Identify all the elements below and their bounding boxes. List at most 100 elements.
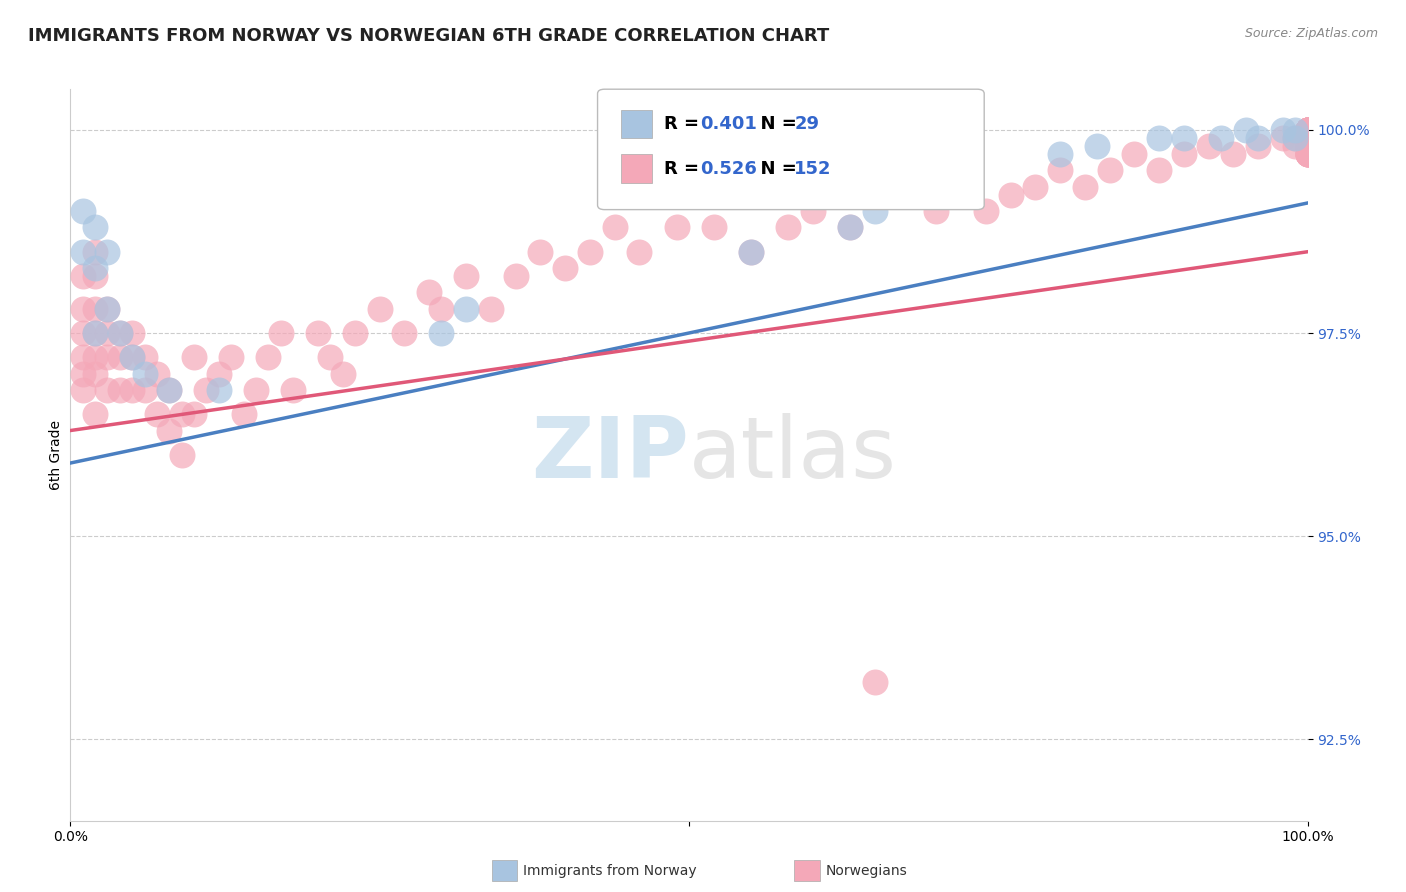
Point [1284,131,1306,145]
Point [1296,139,1319,153]
Point [1296,123,1319,137]
Text: N =: N = [748,160,803,178]
Point [307,326,329,340]
Point [603,220,626,235]
Point [1296,131,1319,145]
Point [1296,131,1319,145]
Point [72,301,94,316]
Point [838,220,860,235]
Point [579,244,602,259]
Point [245,383,267,397]
Point [1296,123,1319,137]
Point [1296,131,1319,145]
Point [96,383,118,397]
Point [529,244,551,259]
Point [1296,139,1319,153]
Point [430,301,453,316]
Point [740,244,762,259]
Point [1296,147,1319,161]
Point [1296,123,1319,137]
Point [1074,179,1097,194]
Point [1296,131,1319,145]
Point [84,269,107,284]
Text: atlas: atlas [689,413,897,497]
Point [1296,123,1319,137]
Point [1247,131,1270,145]
Point [332,367,354,381]
Point [121,351,143,365]
Point [183,351,205,365]
Point [418,285,440,300]
Point [1000,187,1022,202]
Point [1296,139,1319,153]
Point [628,244,651,259]
Point [1296,131,1319,145]
Point [84,244,107,259]
Point [1296,131,1319,145]
Point [134,367,156,381]
Point [72,351,94,365]
Text: 152: 152 [794,160,832,178]
Point [1147,163,1170,178]
Point [1296,123,1319,137]
Point [1296,131,1319,145]
Point [974,204,997,219]
Point [1296,131,1319,145]
Point [1296,131,1319,145]
Y-axis label: 6th Grade: 6th Grade [49,420,63,490]
Point [1296,139,1319,153]
Point [157,424,180,438]
Text: 0.526: 0.526 [700,160,756,178]
Point [319,351,342,365]
Point [1296,131,1319,145]
Point [1296,123,1319,137]
Point [1296,123,1319,137]
Point [1296,139,1319,153]
Point [776,220,799,235]
Point [96,351,118,365]
Point [1049,163,1071,178]
Point [1296,123,1319,137]
Point [1296,131,1319,145]
Point [863,204,886,219]
Point [1296,139,1319,153]
Point [1296,131,1319,145]
Point [1234,123,1257,137]
Point [170,407,193,421]
Text: N =: N = [748,115,803,133]
Point [1296,131,1319,145]
Point [1296,131,1319,145]
Text: R =: R = [664,115,704,133]
Point [1296,131,1319,145]
Point [157,383,180,397]
Point [1296,123,1319,137]
Point [72,269,94,284]
Point [1247,139,1270,153]
Point [281,383,304,397]
Point [84,407,107,421]
Point [183,407,205,421]
Point [84,220,107,235]
Point [134,383,156,397]
Point [394,326,416,340]
Point [1296,123,1319,137]
Point [84,301,107,316]
Point [1222,147,1244,161]
Point [208,367,231,381]
Point [900,187,922,202]
Point [801,204,824,219]
Point [72,383,94,397]
Text: Immigrants from Norway: Immigrants from Norway [523,863,696,878]
Text: IMMIGRANTS FROM NORWAY VS NORWEGIAN 6TH GRADE CORRELATION CHART: IMMIGRANTS FROM NORWAY VS NORWEGIAN 6TH … [28,27,830,45]
Point [208,383,231,397]
Point [1296,131,1319,145]
Point [72,367,94,381]
Point [456,301,478,316]
Point [1296,147,1319,161]
Point [1296,131,1319,145]
Point [1198,139,1220,153]
Point [1296,147,1319,161]
Point [1296,123,1319,137]
Point [1024,179,1046,194]
Point [925,179,948,194]
